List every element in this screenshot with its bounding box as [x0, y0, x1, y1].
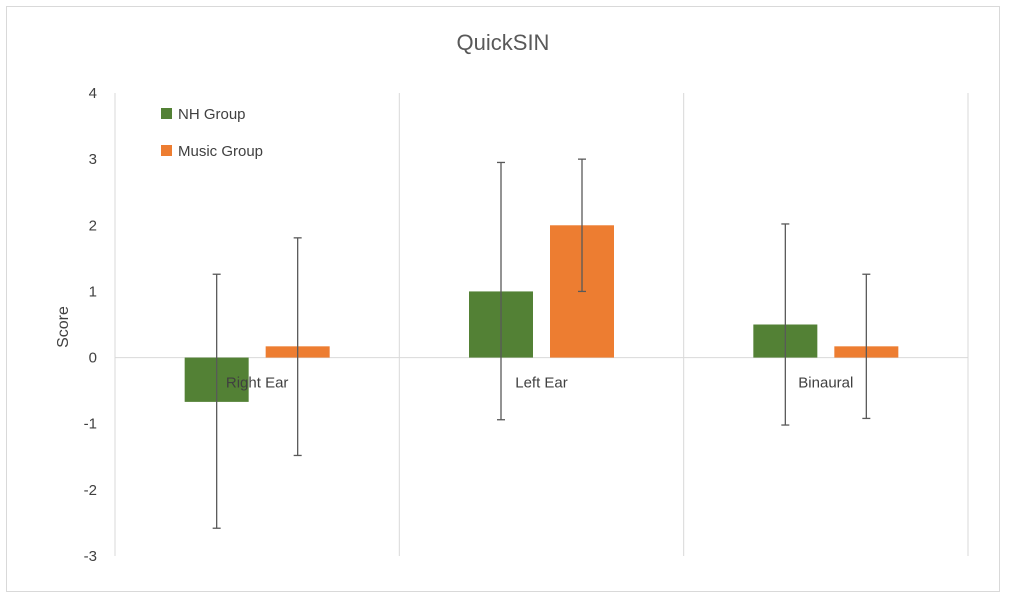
- error-bars-layer: [212, 158, 871, 529]
- y-tick-label: -2: [84, 482, 97, 499]
- category-label: Right Ear: [226, 375, 289, 392]
- legend-label: Music Group: [178, 143, 263, 160]
- y-tick-label: 3: [89, 151, 97, 168]
- labels-layer: 4 3 2 1 0 -1 -2 -3 Right Ear Left Ear Binaural: [84, 85, 854, 565]
- legend-label: NH Group: [178, 106, 246, 123]
- grid-layer: [114, 93, 969, 556]
- y-tick-label: 0: [89, 350, 97, 367]
- y-tick-label: -3: [84, 548, 97, 565]
- category-label: Left Ear: [515, 375, 568, 392]
- y-axis-title: Score: [55, 306, 72, 348]
- chart-title: QuickSIN: [457, 30, 550, 55]
- y-tick-label: 2: [89, 217, 97, 234]
- legend-swatch-music-group: [161, 145, 172, 156]
- category-label: Binaural: [798, 375, 853, 392]
- legend: NH Group Music Group: [161, 106, 263, 160]
- y-tick-label: -1: [84, 416, 97, 433]
- legend-swatch-nh-group: [161, 108, 172, 119]
- y-tick-label: 1: [89, 283, 97, 300]
- y-tick-label: 4: [89, 85, 97, 102]
